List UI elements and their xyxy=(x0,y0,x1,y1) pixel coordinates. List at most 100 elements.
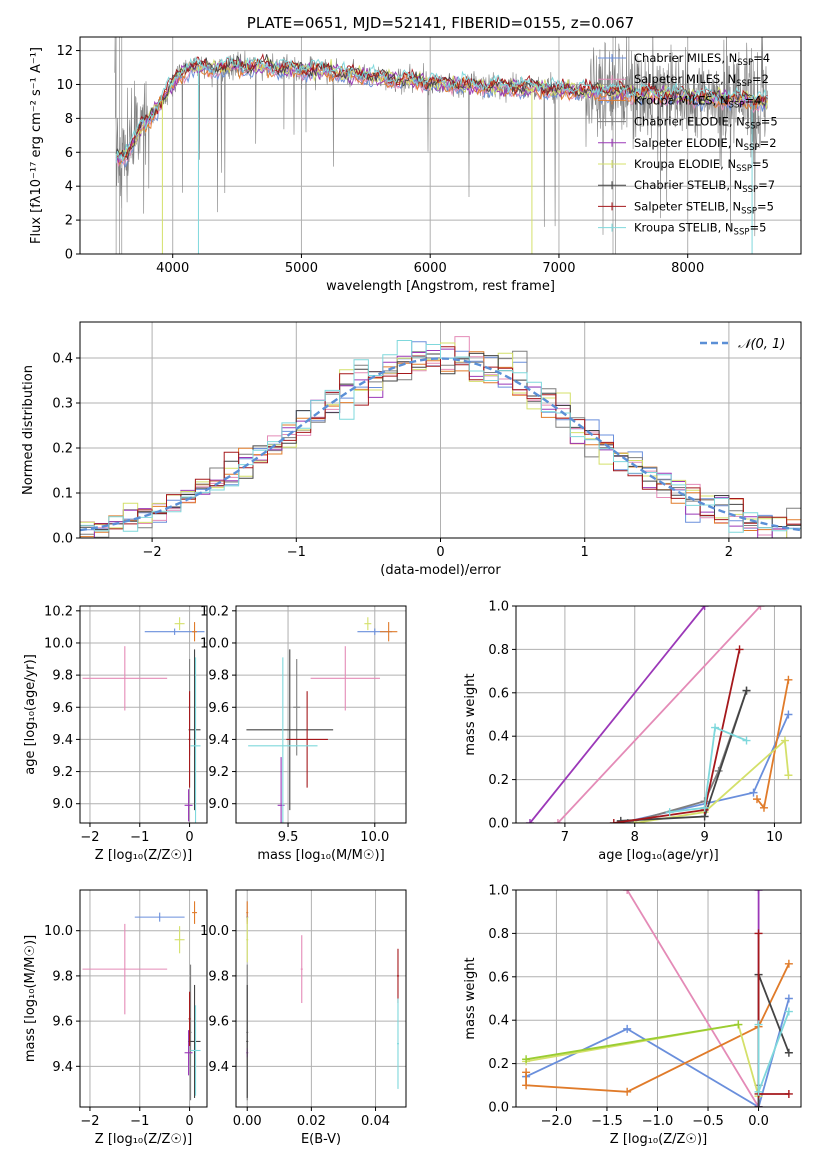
y-tick-label: 0.4 xyxy=(488,1014,509,1029)
weight-marker-kroupa_elodie xyxy=(784,771,793,780)
legend-entry-normal: 𝒩(0, 1) xyxy=(738,337,785,352)
legend-entry: Chabrier ELODIE, NSSP=5 xyxy=(634,115,778,132)
x-tick-label: −2.0 xyxy=(541,1114,573,1129)
x-tick-label: −1 xyxy=(130,830,149,845)
x-tick-label: 8 xyxy=(631,830,639,845)
x-tick-label: −1 xyxy=(287,545,306,560)
spectrum-frame xyxy=(79,36,802,255)
errorbar-salpeter_stelib xyxy=(188,691,191,788)
errorbar-chabrier_miles xyxy=(134,912,185,922)
y-tick-label: 0.4 xyxy=(488,730,509,745)
x-tick-label: −1.5 xyxy=(591,1114,623,1129)
weight-marker-kroupa_stelib xyxy=(742,736,751,745)
y-tick-label: 0 xyxy=(65,248,73,263)
y-tick-label: 9.6 xyxy=(208,1015,229,1030)
weight-marker-kroupa_stelib xyxy=(784,1007,793,1016)
y-tick-label: 1.0 xyxy=(488,884,509,899)
x-tick-label: 0 xyxy=(436,545,444,560)
errorbar-kroupa_miles xyxy=(192,622,198,642)
weight-marker-salpeter_elodie xyxy=(525,819,534,823)
errorbar-kroupa_elodie xyxy=(174,617,185,631)
y-tick-label: 10.0 xyxy=(44,636,73,651)
y-axis-label: age [log₁₀(age/yr)] xyxy=(23,654,38,775)
weight-line-salpeter_miles xyxy=(557,606,762,823)
weight-marker-salpeter_stelib xyxy=(754,929,763,938)
weight-marker-salpeter_stelib xyxy=(784,1089,793,1098)
x-tick-label: −1.0 xyxy=(642,1114,674,1129)
weight-marker-chabrier_stelib xyxy=(754,1103,763,1107)
errorbar-kroupa_elodie xyxy=(174,926,185,954)
x-tick-label: −1 xyxy=(130,1114,149,1129)
weight-marker-kroupa_stelib xyxy=(711,723,720,732)
weight-marker-kroupa_stelib xyxy=(665,808,674,817)
weight-marker-kroupa_elodie xyxy=(780,736,789,745)
x-tick-label: 2 xyxy=(725,545,733,560)
y-axis-label: Normed distribution xyxy=(21,365,36,495)
errorbar-salpeter_stelib xyxy=(286,691,328,788)
legend-entry: Kroupa ELODIE, NSSP=5 xyxy=(634,157,769,174)
x-tick-label: 10.0 xyxy=(360,830,389,845)
errorbar-kroupa_miles xyxy=(192,901,198,924)
y-tick-label: 9.4 xyxy=(208,733,229,748)
residuals-frame xyxy=(79,321,802,539)
weight-marker-green_alt xyxy=(734,1020,743,1029)
weight-line-green_alt xyxy=(525,1023,739,1061)
errorbar-kroupa_elodie xyxy=(364,617,372,631)
weight_vs_age-frame xyxy=(515,605,802,824)
weight-marker-salpeter_stelib xyxy=(609,819,618,823)
x-tick-label: 6000 xyxy=(414,261,447,276)
x-tick-label: −2 xyxy=(80,1114,99,1129)
x-tick-label: 9.5 xyxy=(278,830,299,845)
chart-title: PLATE=0651, MJD=52141, FIBERID=0155, z=0… xyxy=(247,14,634,32)
y-tick-label: 9.2 xyxy=(208,765,229,780)
y-axis-label: Flux [fλ10⁻¹⁷ erg cm⁻² s⁻¹ A⁻¹] xyxy=(29,47,44,244)
x-tick-label: 0.0 xyxy=(748,1114,769,1129)
weight-marker-kroupa_miles xyxy=(623,1087,632,1096)
x-tick-label: 4000 xyxy=(156,261,189,276)
y-tick-label: 10.0 xyxy=(44,924,73,939)
age_vs_z-axes: −2 −1 0 9.0 9.2 9.4 9.6 9.8 10.0 10.2 Z [log₁₀(Z/Z… xyxy=(23,604,207,863)
weight-line-chabrier_elodie xyxy=(627,690,748,823)
errorbar-salpeter_miles xyxy=(82,923,168,1015)
y-tick-label: 0.2 xyxy=(488,1057,509,1072)
x-tick-label: 0.02 xyxy=(297,1114,326,1129)
y-axis-label: mass weight xyxy=(463,957,478,1039)
weight-marker-kroupa_miles xyxy=(784,675,793,684)
weight-marker-kroupa_stelib xyxy=(754,1087,763,1096)
y-tick-label: 9.6 xyxy=(52,701,73,716)
errorbar-chabrier_stelib xyxy=(188,984,201,1098)
weight-marker-chabrier_stelib xyxy=(784,1048,793,1057)
y-tick-label: 0.1 xyxy=(52,487,73,502)
errorbar-salpeter_stelib xyxy=(396,948,399,1004)
y-tick-label: 9.8 xyxy=(52,969,73,984)
y-tick-label: 9.2 xyxy=(52,765,73,780)
x-tick-label: 0.00 xyxy=(233,1114,262,1129)
y-tick-label: 9.0 xyxy=(52,797,73,812)
y-tick-label: 9.4 xyxy=(52,733,73,748)
weight-line-kroupa_miles xyxy=(756,679,790,810)
y-tick-label: 10.0 xyxy=(200,636,229,651)
x-tick-label: −0.5 xyxy=(692,1114,724,1129)
x-tick-label: 5000 xyxy=(285,261,318,276)
y-tick-label: 0.2 xyxy=(52,442,73,457)
x-axis-label: E(B-V) xyxy=(301,1132,341,1147)
legend-entry: Chabrier MILES, NSSP=4 xyxy=(634,51,770,68)
histogram-salpeter_stelib xyxy=(80,346,801,530)
y-tick-label: 10.2 xyxy=(44,604,73,619)
x-axis-label: age [log₁₀(age/yr)] xyxy=(598,848,719,863)
y-tick-label: 6 xyxy=(65,146,73,161)
weight-line-salpeter_elodie xyxy=(529,606,706,823)
y-axis-label: mass [log₁₀(M/M☉)] xyxy=(23,935,38,1062)
errorbar-salpeter_elodie xyxy=(184,789,193,822)
x-axis-label: Z [log₁₀(Z/Z☉)] xyxy=(610,1132,707,1147)
weight-line-chabrier_stelib xyxy=(620,690,748,822)
errorbar-chabrier_stelib xyxy=(246,649,334,811)
weight-marker-chabrier_miles xyxy=(749,788,758,797)
spectrum-model-kroupa_stelib xyxy=(115,56,768,164)
y-tick-label: 0.6 xyxy=(488,970,509,985)
y-axis-label: mass weight xyxy=(463,673,478,755)
x-tick-label: 0.04 xyxy=(361,1114,390,1129)
y-tick-label: 0.6 xyxy=(488,686,509,701)
weight_vs_age-axes: 7 8 9 10 0.0 0.2 0.4 0.6 0.8 1.0 age [log₁₀(age/yr… xyxy=(463,600,801,863)
